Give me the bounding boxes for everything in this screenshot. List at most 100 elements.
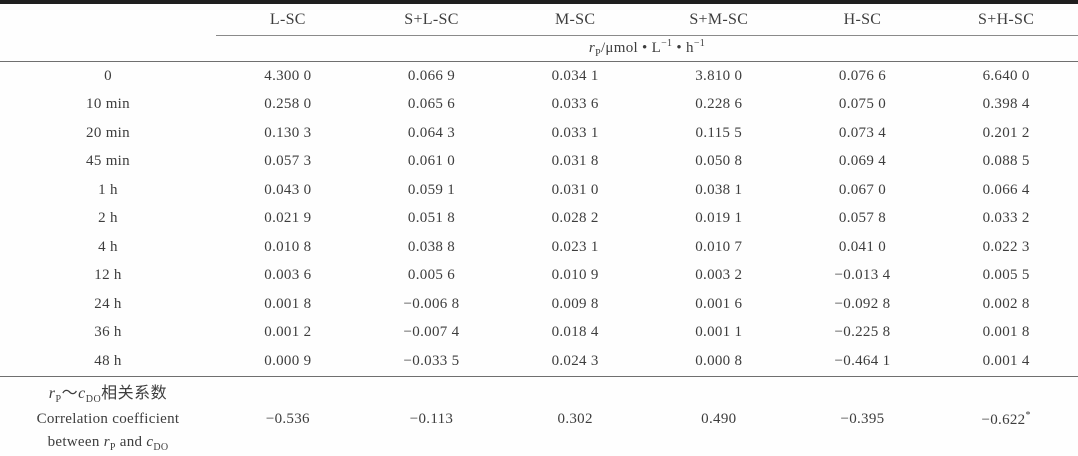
- value-cell: 0.076 6: [838, 67, 886, 84]
- value-cell: 0.003 6: [264, 267, 312, 284]
- table-row: 48 h 0.000 9 −0.033 5 0.024 3 0.000 8 −0.464 …: [0, 347, 1078, 376]
- column-header-l-sc: L-SC: [216, 2, 360, 36]
- row-label-time: 0: [104, 67, 112, 84]
- value-cell: 3.810 0: [695, 67, 743, 84]
- value-cell: 0.005 5: [982, 267, 1030, 284]
- column-header-h-sc: H-SC: [790, 2, 935, 36]
- value-cell: 0.051 8: [407, 210, 456, 227]
- value-cell: −0.013 4: [834, 267, 891, 284]
- correlation-label-lines: rP～cDO相关系数 Correlation coefficient between…: [0, 382, 216, 455]
- value-cell: 0.201 2: [982, 124, 1030, 141]
- value-cell: −0.033 5: [403, 352, 460, 369]
- value-cell: 0.009 8: [551, 295, 599, 312]
- value-cell: 0.066 4: [982, 181, 1030, 198]
- value-cell: 0.057 3: [264, 153, 312, 170]
- value-cell: 0.228 6: [695, 96, 743, 113]
- value-cell: 0.033 1: [551, 124, 599, 141]
- value-cell: 0.005 6: [407, 267, 456, 284]
- value-cell: −0.464 1: [834, 352, 891, 369]
- table-row: 4 h 0.010 8 0.038 8 0.023 1 0.010 7 0.041 0 0.…: [0, 233, 1078, 262]
- row-label-time: 36 h: [94, 324, 122, 341]
- value-cell: 0.031 0: [551, 181, 599, 198]
- unit-header: rP/μmol • L−1 • h−1: [216, 35, 1078, 62]
- value-cell: 0.038 8: [407, 238, 456, 255]
- value-cell: 0.031 8: [551, 153, 599, 170]
- value-cell: 0.065 6: [407, 96, 456, 113]
- value-cell: 0.043 0: [264, 181, 312, 198]
- value-cell: 0.010 8: [264, 238, 312, 255]
- table-row: 24 h 0.001 8 −0.006 8 0.009 8 0.001 6 −0.092 …: [0, 290, 1078, 319]
- row-label-time: 2 h: [98, 210, 118, 227]
- value-cell: 0.001 8: [264, 295, 312, 312]
- value-cell: 6.640 0: [982, 67, 1030, 84]
- correlation-label-line: between rP and cDO: [47, 434, 169, 454]
- value-cell: 0.067 0: [838, 181, 886, 198]
- unit-header-row: rP/μmol • L−1 • h−1: [0, 35, 1078, 62]
- column-header-m-sc: M-SC: [503, 2, 647, 36]
- column-header-s-l-sc: S+L-SC: [359, 2, 504, 36]
- row-label-time: 10 min: [86, 96, 130, 113]
- value-cell: 0.041 0: [838, 238, 886, 255]
- value-cell: 0.059 1: [407, 181, 456, 198]
- table-row: 12 h 0.003 6 0.005 6 0.010 9 0.003 2 −0.013 4…: [0, 262, 1078, 291]
- column-header-s-m-sc: S+M-SC: [646, 2, 791, 36]
- value-cell: 0.130 3: [264, 124, 312, 141]
- row-label-time: 12 h: [94, 267, 122, 284]
- row-label-time: 20 min: [86, 124, 130, 141]
- correlation-label-line: Correlation coefficient: [36, 410, 180, 427]
- value-cell: 0.002 8: [982, 295, 1030, 312]
- column-header-row: L-SC S+L-SC M-SC S+M-SC H-SC S+H-SC: [0, 2, 1078, 36]
- value-cell: 0.033 2: [982, 210, 1030, 227]
- value-cell: 0.033 6: [551, 96, 599, 113]
- table-row: 10 min 0.258 0 0.065 6 0.033 6 0.228 6 0.075 …: [0, 91, 1078, 120]
- correlation-value-cell: 0.490: [646, 375, 791, 456]
- value-cell: 0.075 0: [838, 96, 886, 113]
- value-cell: 0.001 2: [264, 324, 312, 341]
- table-row: 1 h 0.043 0 0.059 1 0.031 0 0.038 1 0.067 0 0.…: [0, 176, 1078, 205]
- value-cell: 0.021 9: [264, 210, 312, 227]
- value-cell: 0.023 1: [551, 238, 599, 255]
- value-cell: −0.092 8: [834, 295, 891, 312]
- value-cell: 0.022 3: [982, 238, 1030, 255]
- row-label-time: 48 h: [94, 352, 122, 369]
- value-cell: 0.064 3: [407, 124, 456, 141]
- correlation-row-label: rP～cDO相关系数 Correlation coefficient between…: [0, 375, 216, 456]
- value-cell: 0.258 0: [264, 96, 312, 113]
- value-cell: 0.066 9: [407, 67, 456, 84]
- value-cell: 0.010 9: [551, 267, 599, 284]
- row-label-time: 1 h: [98, 181, 118, 198]
- correlation-label-line: rP～cDO相关系数: [48, 385, 168, 406]
- unit-stub-cell: [0, 35, 216, 62]
- correlation-value-cell: −0.395: [790, 375, 935, 456]
- corner-cell: [0, 2, 216, 36]
- table-row: 36 h 0.001 2 −0.007 4 0.018 4 0.001 1 −0.225 …: [0, 319, 1078, 348]
- row-label-time: 4 h: [98, 238, 118, 255]
- value-cell: 0.073 4: [838, 124, 886, 141]
- value-cell: 0.003 2: [695, 267, 743, 284]
- value-cell: 0.028 2: [551, 210, 599, 227]
- correlation-value-cell: −0.113: [359, 375, 504, 456]
- correlation-row: rP～cDO相关系数 Correlation coefficient between…: [0, 375, 1078, 456]
- table-row: 2 h 0.021 9 0.051 8 0.028 2 0.019 1 0.057 8 0.…: [0, 205, 1078, 234]
- value-cell: 0.115 5: [695, 124, 743, 141]
- value-cell: 0.001 8: [982, 324, 1030, 341]
- value-cell: 0.398 4: [982, 96, 1030, 113]
- value-cell: 0.000 9: [264, 352, 312, 369]
- value-cell: 0.061 0: [407, 153, 456, 170]
- value-cell: 0.001 1: [695, 324, 743, 341]
- value-cell: 0.034 1: [551, 67, 599, 84]
- value-cell: 4.300 0: [264, 67, 312, 84]
- value-cell: 0.000 8: [695, 352, 743, 369]
- value-cell: 0.024 3: [551, 352, 599, 369]
- value-cell: −0.007 4: [403, 324, 460, 341]
- table-body: 0 4.300 0 0.066 9 0.034 1 3.810 0 0.076 6 6.64…: [0, 62, 1078, 377]
- table-row: 45 min 0.057 3 0.061 0 0.031 8 0.050 8 0.069 …: [0, 148, 1078, 177]
- value-cell: −0.006 8: [403, 295, 460, 312]
- correlation-value-cell: −0.622*: [934, 375, 1078, 456]
- table-row: 20 min 0.130 3 0.064 3 0.033 1 0.115 5 0.073 …: [0, 119, 1078, 148]
- column-header-s-h-sc: S+H-SC: [934, 2, 1078, 36]
- value-cell: 0.038 1: [695, 181, 743, 198]
- value-cell: 0.088 5: [982, 153, 1030, 170]
